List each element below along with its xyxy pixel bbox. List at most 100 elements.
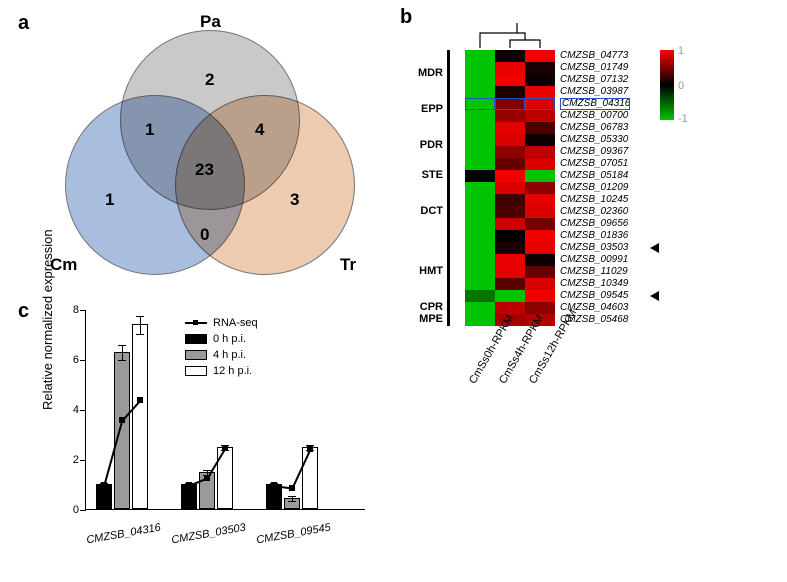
legend-label: 0 h p.i.: [213, 333, 246, 345]
heatmap-row-label: CMZSB_01836: [560, 230, 630, 242]
heatmap-cell: [465, 98, 495, 110]
heatmap-cell: [525, 182, 555, 194]
bar: [114, 352, 130, 510]
heatmap-cell: [495, 50, 525, 62]
group-bar: [447, 182, 450, 242]
heatmap-cell: [495, 266, 525, 278]
x-tick-label: CMZSB_03503: [171, 522, 247, 547]
heatmap-row-label: CMZSB_00700: [560, 110, 630, 122]
rna-seq-point: [204, 475, 210, 481]
rna-seq-point: [137, 397, 143, 403]
heatmap-cell: [525, 230, 555, 242]
heatmap-row-label: CMZSB_01749: [560, 62, 630, 74]
heatmap-cell: [465, 158, 495, 170]
y-tick-label: 6: [59, 354, 79, 366]
bar: [302, 447, 318, 510]
heatmap-cell: [465, 62, 495, 74]
heatmap-cell: [465, 170, 495, 182]
heatmap-cell: [465, 110, 495, 122]
heatmap-row-label: CMZSB_09656: [560, 218, 630, 230]
error-bar: [140, 316, 141, 334]
venn-count-pa-tr: 4: [255, 120, 264, 140]
group-bar: [447, 98, 450, 122]
heatmap-cell: [495, 194, 525, 206]
legend-label: 4 h p.i.: [213, 349, 246, 361]
heatmap-cell: [525, 50, 555, 62]
x-tick-label: CMZSB_04316: [86, 522, 162, 547]
group-label: CPR: [395, 301, 443, 313]
heatmap-cell: [465, 290, 495, 302]
heatmap-cell: [495, 218, 525, 230]
heatmap-cell: [525, 290, 555, 302]
heatmap-cell: [525, 122, 555, 134]
rna-seq-point: [101, 482, 107, 488]
heatmap-cell: [525, 146, 555, 158]
heatmap-row-label: CMZSB_07132: [560, 74, 630, 86]
legend-rna: RNA-seq: [213, 317, 258, 329]
heatmap-cell: [525, 86, 555, 98]
heatmap-cell: [525, 218, 555, 230]
heatmap-cell: [465, 122, 495, 134]
venn-count-all: 23: [195, 160, 214, 180]
heatmap-cell: [465, 302, 495, 314]
group-label: EPP: [395, 103, 443, 115]
heatmap-row-label: CMZSB_04316: [560, 98, 630, 110]
y-tick-label: 0: [59, 504, 79, 516]
heatmap-cell: [495, 158, 525, 170]
heatmap-cell: [495, 146, 525, 158]
heatmap-cell: [465, 146, 495, 158]
heatmap-cell: [465, 74, 495, 86]
group-label: PDR: [395, 139, 443, 151]
heatmap-cell: [495, 134, 525, 146]
heatmap-cell: [525, 98, 555, 110]
heatmap-grid: [465, 50, 555, 326]
venn-label-tr: Tr: [340, 255, 356, 275]
heatmap-cell: [495, 86, 525, 98]
heatmap-cell: [525, 254, 555, 266]
rna-seq-point: [289, 485, 295, 491]
heatmap: CMZSB_04773CMZSB_01749CMZSB_07132CMZSB_0…: [395, 5, 775, 350]
x-tick-label: CMZSB_09545: [256, 522, 332, 547]
bar-chart: Relative normalized expression 02468CMZS…: [40, 300, 380, 565]
rna-seq-point: [307, 446, 313, 452]
heatmap-cell: [495, 62, 525, 74]
heatmap-cell: [525, 74, 555, 86]
heatmap-cell: [465, 230, 495, 242]
heatmap-cell: [465, 254, 495, 266]
y-axis-label: Relative normalized expression: [40, 229, 55, 410]
heatmap-row-label: CMZSB_09545: [560, 290, 630, 302]
heatmap-cell: [465, 86, 495, 98]
heatmap-cell: [525, 158, 555, 170]
rna-seq-point: [271, 482, 277, 488]
heatmap-cell: [525, 62, 555, 74]
heatmap-cell: [495, 98, 525, 110]
heatmap-cell: [495, 170, 525, 182]
group-bar: [447, 302, 450, 314]
heatmap-cell: [495, 122, 525, 134]
heatmap-cell: [525, 206, 555, 218]
venn-diagram: PaCmTr21314023: [30, 20, 380, 290]
colorbar-min: -1: [678, 113, 688, 125]
heatmap-row-label: CMZSB_02360: [560, 206, 630, 218]
heatmap-cell: [495, 290, 525, 302]
heatmap-row-label: CMZSB_00991: [560, 254, 630, 266]
legend-label: 12 h p.i.: [213, 365, 252, 377]
heatmap-cell: [525, 134, 555, 146]
heatmap-cell: [525, 302, 555, 314]
group-label: HMT: [395, 265, 443, 277]
heatmap-cell: [495, 278, 525, 290]
heatmap-cell: [495, 182, 525, 194]
venn-count-cm: 1: [105, 190, 114, 210]
venn-circle-tr: [175, 95, 355, 275]
group-label: STE: [395, 169, 443, 181]
heatmap-cell: [465, 206, 495, 218]
heatmap-row-label: CMZSB_01209: [560, 182, 630, 194]
colorbar-mid: 0: [678, 80, 684, 92]
heatmap-row-label: CMZSB_05330: [560, 134, 630, 146]
heatmap-row-label: CMZSB_09367: [560, 146, 630, 158]
venn-count-tr: 3: [290, 190, 299, 210]
colorbar-max: 1: [678, 45, 684, 57]
group-bar: [447, 170, 450, 182]
group-label: MDR: [395, 67, 443, 79]
rna-seq-point: [186, 482, 192, 488]
